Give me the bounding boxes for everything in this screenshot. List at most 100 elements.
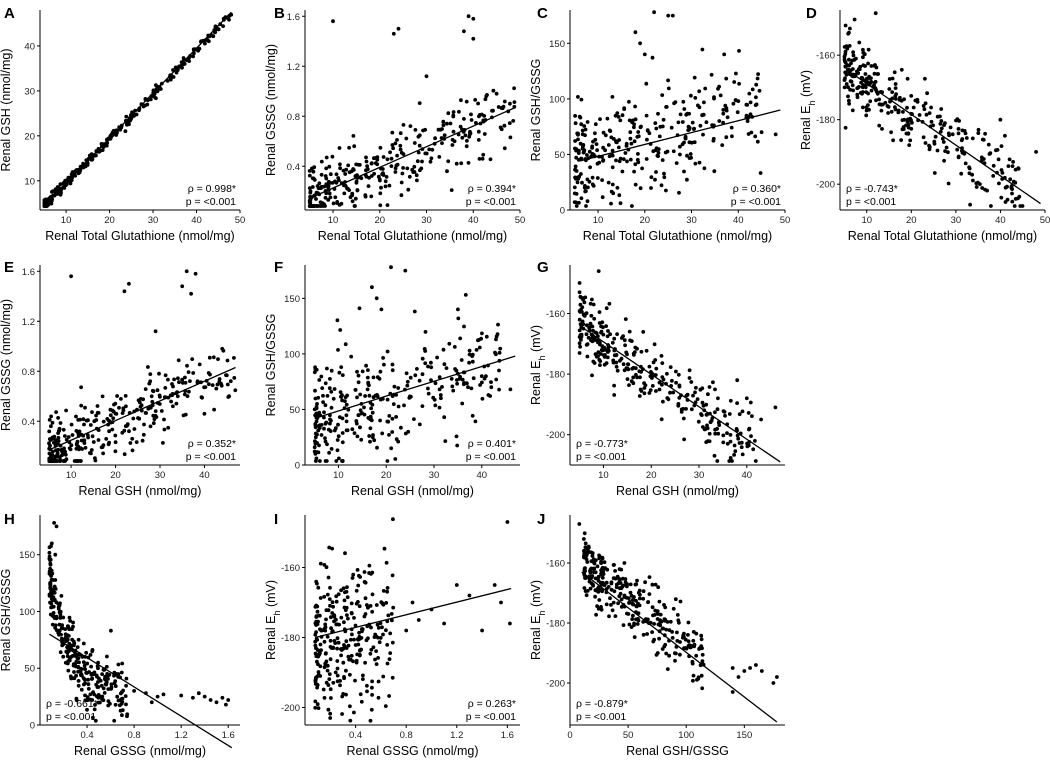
data-point: [586, 185, 590, 190]
data-point: [647, 391, 652, 395]
data-point: [359, 411, 364, 416]
data-point: [330, 546, 334, 551]
data-point: [315, 184, 320, 188]
data-point: [313, 678, 318, 683]
data-point: [711, 136, 716, 141]
data-point: [54, 454, 59, 459]
data-point: [674, 380, 678, 385]
data-point: [678, 599, 683, 604]
data-point: [401, 166, 405, 170]
data-point: [327, 677, 332, 681]
data-point: [646, 600, 650, 605]
data-point: [631, 375, 636, 380]
data-point: [668, 365, 673, 369]
data-point: [728, 398, 733, 403]
data-point: [60, 626, 65, 631]
data-point: [101, 686, 106, 691]
data-point: [689, 155, 693, 160]
data-point: [391, 402, 396, 406]
data-point: [63, 632, 68, 637]
data-point: [675, 630, 679, 635]
data-point: [220, 346, 225, 351]
data-point: [460, 377, 465, 382]
data-point: [48, 561, 53, 566]
data-point: [713, 410, 717, 415]
data-point: [327, 545, 332, 550]
data-point: [376, 679, 381, 684]
data-point: [343, 172, 348, 176]
data-point: [869, 88, 874, 93]
data-point: [195, 379, 200, 384]
data-point: [313, 388, 317, 393]
data-point: [331, 645, 336, 650]
data-point: [327, 672, 332, 676]
data-point: [648, 388, 653, 392]
data-point: [502, 146, 507, 151]
data-point: [479, 374, 484, 378]
data-point: [588, 165, 592, 170]
data-point: [153, 409, 158, 413]
x-tick-label: 0.8: [400, 730, 413, 741]
data-point: [592, 316, 597, 321]
data-point: [381, 171, 385, 176]
data-point: [358, 408, 363, 413]
data-point: [759, 417, 763, 422]
data-point: [470, 354, 475, 358]
data-point: [849, 61, 853, 66]
data-point: [332, 387, 337, 391]
data-point: [628, 130, 633, 135]
data-point: [357, 604, 362, 609]
data-point: [353, 678, 357, 683]
data-point: [139, 403, 144, 408]
data-point: [646, 617, 650, 622]
data-point: [845, 68, 850, 72]
data-point: [88, 653, 93, 657]
data-point: [356, 637, 361, 642]
data-point: [595, 604, 599, 608]
data-point: [671, 606, 676, 611]
data-point: [684, 407, 688, 411]
data-point: [604, 602, 609, 607]
data-point: [649, 175, 654, 180]
x-tick-label: 20: [374, 215, 385, 226]
data-point: [456, 307, 460, 312]
data-point: [733, 449, 738, 454]
data-point: [583, 133, 587, 138]
data-point: [942, 123, 946, 127]
data-point: [681, 99, 686, 104]
y-tick-label: 0: [295, 461, 300, 472]
data-point: [368, 718, 373, 723]
data-point: [81, 417, 86, 422]
data-point: [391, 517, 395, 522]
data-point: [700, 400, 705, 405]
data-point: [146, 365, 150, 369]
data-point: [732, 453, 736, 457]
data-point: [89, 451, 93, 456]
rho-statistic: ρ = -0.879*: [576, 698, 628, 710]
data-point: [868, 99, 873, 104]
data-point: [389, 446, 394, 451]
data-point: [575, 180, 580, 185]
data-point: [351, 134, 356, 138]
data-point: [627, 99, 631, 104]
data-point: [652, 637, 656, 642]
data-point: [426, 391, 431, 396]
data-point: [577, 522, 582, 526]
data-point: [363, 394, 367, 398]
data-point: [991, 174, 996, 178]
data-point: [682, 140, 686, 145]
data-point: [639, 370, 643, 374]
data-point: [333, 179, 337, 184]
data-point: [335, 666, 340, 671]
data-point: [95, 674, 99, 679]
y-axis-title-j: Renal Eh (mV): [529, 580, 547, 660]
data-point: [699, 412, 703, 416]
data-point: [89, 672, 94, 677]
data-point: [454, 161, 459, 166]
data-point: [115, 694, 120, 699]
data-point: [162, 417, 166, 422]
data-point: [660, 626, 665, 631]
data-point: [749, 434, 753, 438]
data-point: [641, 620, 646, 624]
